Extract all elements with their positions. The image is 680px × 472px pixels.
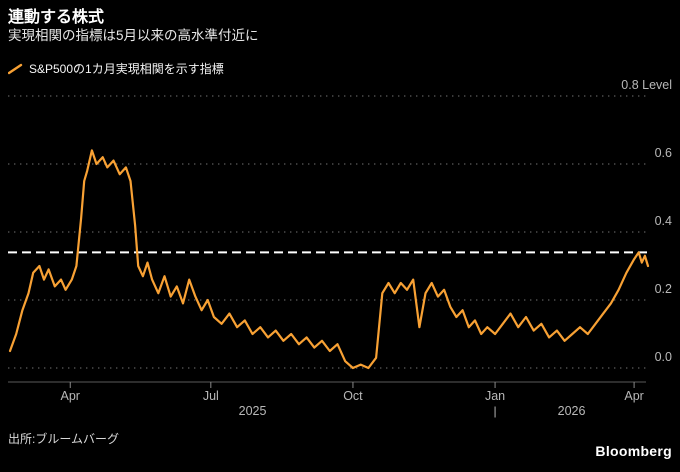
y-axis-label: 0.8 Level bbox=[621, 78, 672, 92]
year-separator: | bbox=[494, 404, 497, 418]
x-tick-label: Jan bbox=[485, 389, 505, 403]
y-axis-label: 0.4 bbox=[655, 214, 672, 228]
bloomberg-logo: Bloomberg bbox=[595, 443, 672, 459]
year-label: 2026 bbox=[558, 404, 586, 418]
x-tick-label: Apr bbox=[61, 389, 80, 403]
x-tick-label: Apr bbox=[624, 389, 643, 403]
x-tick-label: Oct bbox=[343, 389, 363, 403]
x-tick-label: Jul bbox=[203, 389, 219, 403]
y-axis-label: 0.2 bbox=[655, 282, 672, 296]
legend: S&P500の1カ月実現相関を示す指標 bbox=[8, 60, 224, 77]
source-note: 出所:ブルームバーグ bbox=[8, 432, 119, 446]
series-line bbox=[8, 149, 650, 370]
series-marker-icon bbox=[8, 63, 23, 74]
year-label: 2025 bbox=[239, 404, 267, 418]
y-axis-label: 0.6 bbox=[655, 146, 672, 160]
legend-label: S&P500の1カ月実現相関を示す指標 bbox=[29, 62, 224, 76]
chart-title: 連動する株式 bbox=[8, 9, 105, 26]
y-axis-label: 0.0 bbox=[655, 350, 672, 364]
chart-subtitle: 実現相関の指標は5月以来の高水準付近に bbox=[8, 28, 259, 43]
